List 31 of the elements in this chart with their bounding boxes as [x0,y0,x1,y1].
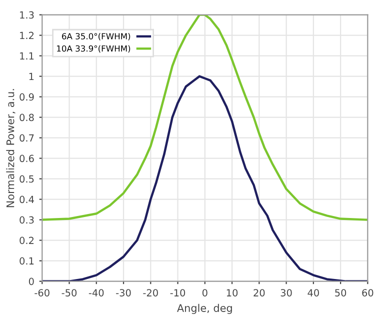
x-tick-label: 10 [226,289,238,296]
x-tick-label: -60 [34,289,50,296]
y-tick-label: 0.6 [20,154,34,162]
x-tick-label: -30 [116,289,131,296]
x-tick-label: 50 [335,289,346,296]
x-tick-label: 30 [280,289,292,296]
x-tick-label: 20 [254,289,265,296]
legend-label: 6A 35.0°(FWHM) [62,32,130,40]
x-tick-label: 0 [202,289,208,296]
x-tick-label: -20 [143,289,158,296]
y-tick-label: 0.3 [20,216,34,224]
y-tick-label: 1.1 [20,52,34,60]
x-tick-label: -40 [88,289,104,296]
x-tick-label: 40 [308,289,319,296]
x-tick-label: 60 [362,289,374,296]
y-tick-label: 0.5 [20,175,34,183]
y-tick-label: 0 [28,278,34,286]
y-tick-label: 0.4 [20,196,34,204]
legend-label: 10A 33.9°(FWHM) [57,45,130,53]
y-tick-label: 0.9 [20,93,34,101]
x-tick-label: -50 [62,289,77,296]
y-tick-label: 0.7 [20,134,34,142]
x-tick-label: -10 [170,289,186,296]
y-axis-title: Normalized Power, a.u. [6,89,16,208]
y-tick-label: 0.8 [20,114,34,122]
y-tick-label: 1 [29,72,34,80]
y-tick-label: 1.2 [20,32,34,39]
x-axis-title: Angle, deg [177,304,232,314]
y-tick-label: 0.2 [20,236,34,244]
y-tick-label: 1.3 [20,11,34,19]
y-tick-label: 0.1 [20,257,34,265]
